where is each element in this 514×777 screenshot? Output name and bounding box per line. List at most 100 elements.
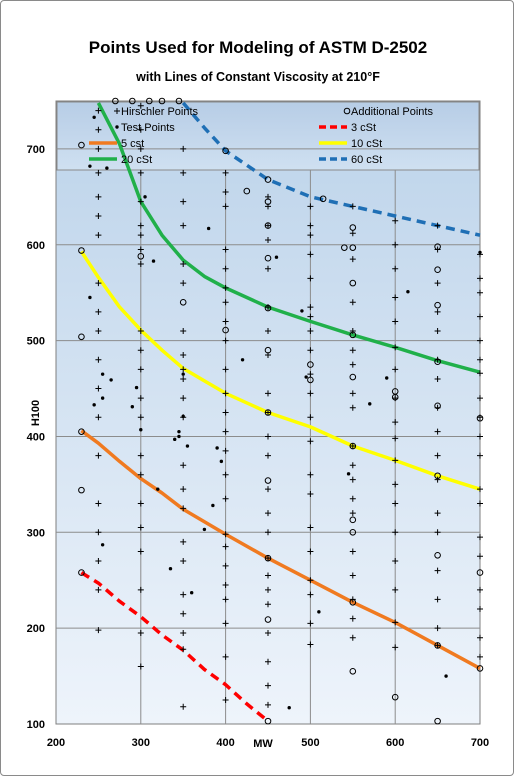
test-point xyxy=(444,674,448,678)
hirschler-point xyxy=(180,375,187,382)
additional-point xyxy=(349,442,357,450)
test-point xyxy=(406,290,410,294)
hirschler-point xyxy=(349,328,356,335)
test-point xyxy=(143,195,147,199)
legend-box xyxy=(56,101,480,171)
hirschler-point xyxy=(222,284,229,291)
hirschler-point xyxy=(137,663,144,670)
hirschler-point xyxy=(349,495,356,502)
hirschler-point xyxy=(392,217,399,224)
hirschler-point xyxy=(95,452,102,459)
hirschler-point xyxy=(477,275,483,282)
hirschler-point xyxy=(265,409,271,416)
test-point xyxy=(202,527,207,532)
x-tick-labels: 200 300 400 500 600 700 xyxy=(47,737,489,749)
test-point xyxy=(100,372,105,376)
additional-point xyxy=(434,243,441,250)
additional-point xyxy=(349,529,357,536)
hirschler-point xyxy=(180,646,187,653)
y-tick-label: 300 xyxy=(27,527,45,539)
hirschler-point xyxy=(222,409,229,416)
hirschler-point xyxy=(222,265,229,272)
hirschler-point xyxy=(265,682,271,689)
hirschler-point xyxy=(392,318,399,325)
test-point xyxy=(215,446,219,450)
additional-point xyxy=(264,304,272,312)
y-tick-label: 200 xyxy=(27,623,45,635)
hirschler-point xyxy=(95,126,102,133)
hirschler-point xyxy=(307,490,314,497)
additional-points xyxy=(78,97,484,725)
hirschler-point xyxy=(137,471,144,478)
additional-point xyxy=(434,472,441,480)
hirschler-point xyxy=(222,620,229,627)
hirschler-point xyxy=(222,697,229,704)
hirschler-point xyxy=(307,222,314,229)
hirschler-point xyxy=(392,435,399,442)
hirschler-point xyxy=(95,232,102,239)
additional-point xyxy=(434,552,441,559)
hirschler-point xyxy=(95,145,102,152)
hirschler-point xyxy=(137,328,144,335)
additional-point xyxy=(264,222,272,229)
hirschler-point xyxy=(137,232,144,239)
hirschler-point xyxy=(137,414,144,421)
additional-point xyxy=(264,409,272,416)
hirschler-point xyxy=(95,529,102,536)
additional-point xyxy=(476,665,484,672)
hirschler-point xyxy=(349,256,356,263)
hirschler-point xyxy=(392,529,399,536)
hirschler-point xyxy=(180,145,187,152)
test-point xyxy=(287,706,291,710)
hirschler-point xyxy=(349,299,356,306)
test-point xyxy=(173,437,177,442)
test-point xyxy=(346,472,351,476)
hirschler-point xyxy=(349,347,356,354)
hirschler-point xyxy=(434,510,441,517)
hirschler-point xyxy=(95,213,102,220)
hirschler-point xyxy=(95,385,102,392)
hirschler-point xyxy=(307,203,314,210)
test-point xyxy=(134,385,139,390)
hirschler-point xyxy=(434,222,441,229)
hirschler-point xyxy=(265,328,271,335)
legend-symbol xyxy=(343,107,351,115)
test-point xyxy=(88,295,92,300)
y-tick-labels: 100 200 300 400 500 600 700 xyxy=(27,144,45,731)
test-point xyxy=(189,590,194,595)
test-point xyxy=(151,259,156,263)
hirschler-point xyxy=(95,107,102,114)
hirschler-point xyxy=(477,500,483,507)
additional-point xyxy=(476,414,484,422)
hirschler-point xyxy=(349,462,356,469)
test-point xyxy=(478,250,482,255)
additional-point xyxy=(243,187,251,195)
additional-point xyxy=(145,97,153,105)
additional-point xyxy=(264,477,272,484)
additional-point xyxy=(222,326,229,334)
hirschler-point xyxy=(349,510,356,517)
additional-point xyxy=(434,358,441,366)
hirschler-point xyxy=(222,531,229,538)
hirschler-point xyxy=(95,500,102,507)
hirschler-point xyxy=(434,567,441,574)
additional-point xyxy=(349,516,357,524)
hirschler-point xyxy=(477,313,483,320)
hirschler-point xyxy=(222,471,229,478)
additional-point xyxy=(434,266,441,273)
additional-point xyxy=(349,373,357,381)
test-point xyxy=(219,459,224,464)
hirschler-point xyxy=(137,452,144,459)
hirschler-point xyxy=(95,328,102,335)
hirschler-point xyxy=(137,246,144,253)
hirschler-point xyxy=(477,634,483,641)
hirschler-point xyxy=(392,344,399,351)
hirschler-point xyxy=(95,586,102,593)
additional-point xyxy=(476,569,484,576)
hirschler-point xyxy=(265,433,271,440)
hirschler-point xyxy=(222,428,229,435)
test-point xyxy=(317,610,321,614)
hirschler-point xyxy=(477,605,483,612)
legend-entries: Hirschler Points Additional Points Test Po… xyxy=(89,106,433,166)
hirschler-point xyxy=(265,265,271,272)
